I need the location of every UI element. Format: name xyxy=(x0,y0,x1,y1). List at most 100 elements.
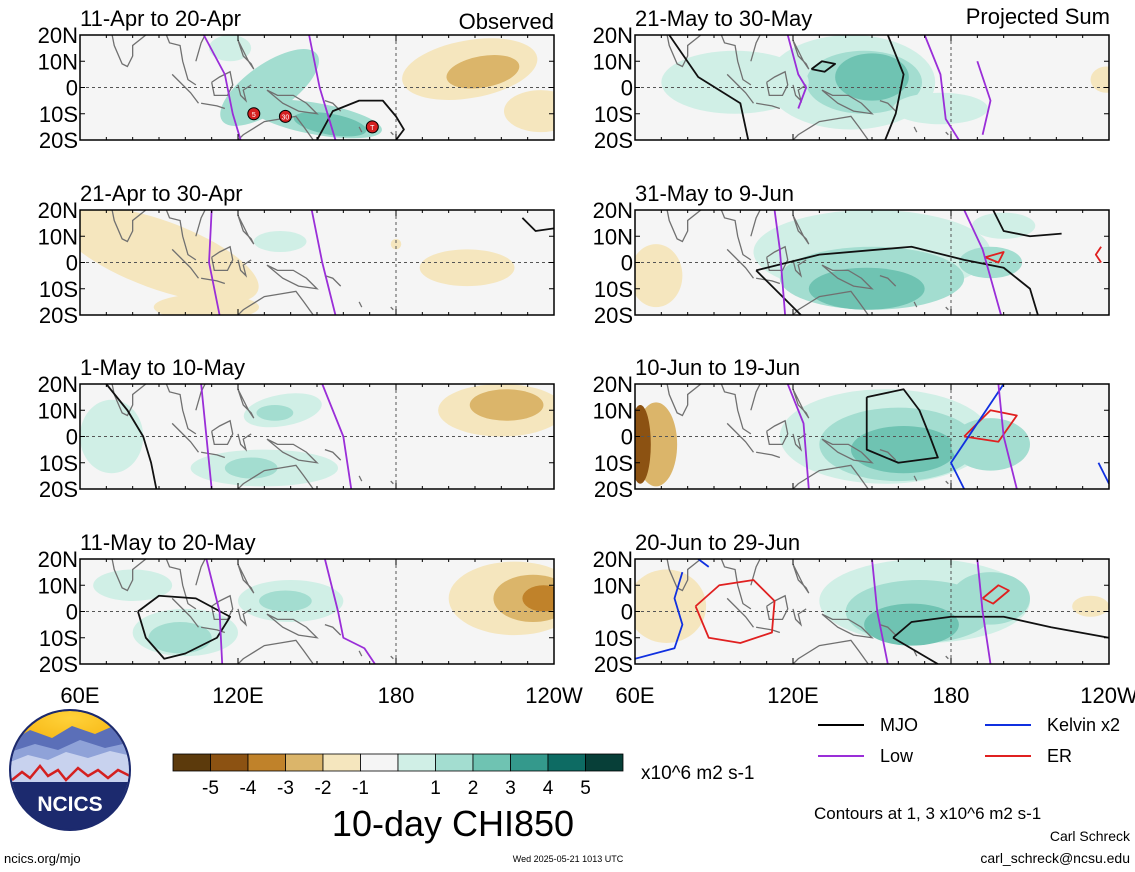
coastline xyxy=(390,655,394,660)
colorbar-label: 1 xyxy=(430,778,441,799)
coastline xyxy=(237,84,252,103)
coastline xyxy=(165,384,197,435)
lon-tick-label: 180 xyxy=(933,683,970,708)
colorbar-label: -1 xyxy=(352,778,369,799)
coastline xyxy=(720,210,752,261)
panel-date-label: 31-May to 9-Jun xyxy=(635,181,794,206)
purple-contour xyxy=(976,60,992,135)
lat-tick-label: 10N xyxy=(38,573,78,598)
anomaly-region xyxy=(419,249,515,287)
lat-tick-label: 10S xyxy=(594,102,633,127)
coastline xyxy=(237,563,255,594)
coastline xyxy=(201,102,226,110)
coastline xyxy=(756,102,781,110)
coastline xyxy=(792,639,870,664)
lat-tick-label: 10S xyxy=(594,451,633,476)
purple-contour xyxy=(208,210,221,315)
anomaly-region xyxy=(503,90,554,133)
legend-label: MJO xyxy=(880,715,918,735)
anomaly-region xyxy=(1072,595,1109,617)
colorbar-label: -5 xyxy=(202,778,219,799)
lat-tick-label: 20S xyxy=(39,303,78,328)
red-contour xyxy=(982,584,1010,605)
coastline xyxy=(165,210,197,261)
colorbar-swatch xyxy=(172,753,211,772)
lat-tick-label: 20S xyxy=(594,477,633,502)
coastline xyxy=(913,475,918,482)
lat-tick-label: 20S xyxy=(594,652,633,677)
coastline xyxy=(237,115,315,140)
coastline xyxy=(237,259,252,278)
black-contour xyxy=(892,636,939,664)
lat-tick-label: 0 xyxy=(621,76,633,101)
coastline xyxy=(237,290,315,315)
anomaly-region xyxy=(93,569,173,601)
colorbar-swatch xyxy=(247,753,286,772)
coastline xyxy=(879,624,897,636)
lat-tick-label: 10N xyxy=(38,49,78,74)
anomaly-region xyxy=(256,405,294,421)
colorbar-label: 2 xyxy=(468,778,479,799)
lat-tick-label: 20S xyxy=(39,652,78,677)
coastline xyxy=(821,438,874,464)
panel-date-label: 20-Jun to 29-Jun xyxy=(635,530,800,555)
units-label: x10^6 m2 s-1 xyxy=(641,763,754,784)
purple-contour xyxy=(773,210,786,315)
lat-tick-label: 20N xyxy=(38,198,78,223)
site-url: ncics.org/mjo xyxy=(4,851,81,866)
anomaly-region xyxy=(469,389,544,421)
coastline xyxy=(879,275,897,287)
panel-date-label: 1-May to 10-May xyxy=(80,355,245,380)
coastline xyxy=(171,73,200,104)
coastline xyxy=(111,384,148,417)
colorbar-label: 4 xyxy=(543,778,554,799)
legend-item: ER xyxy=(985,746,1072,766)
coastline xyxy=(666,210,703,243)
coastline xyxy=(792,39,810,70)
blue-contour xyxy=(697,559,710,568)
coastline xyxy=(879,449,897,461)
black-contour xyxy=(755,269,802,315)
black-contour xyxy=(137,594,232,660)
svg-text:5: 5 xyxy=(252,112,256,119)
coastline xyxy=(945,655,949,660)
coastline xyxy=(195,35,206,62)
coastline xyxy=(792,259,807,278)
svg-text:30: 30 xyxy=(282,114,290,121)
coastline xyxy=(945,131,949,136)
coastline xyxy=(666,35,703,68)
coastline xyxy=(720,384,752,435)
purple-contour xyxy=(205,559,224,664)
purple-contour xyxy=(786,35,808,109)
coastline xyxy=(766,419,789,446)
lat-tick-label: 0 xyxy=(66,76,78,101)
anomaly-region xyxy=(522,585,554,612)
colorbar-swatch xyxy=(510,753,549,772)
lat-tick-label: 10N xyxy=(38,224,78,249)
anomaly-region xyxy=(864,603,959,646)
anomaly-region xyxy=(153,294,260,315)
lat-tick-label: 10S xyxy=(39,626,78,651)
coastline xyxy=(358,475,363,482)
lat-tick-label: 10N xyxy=(593,49,633,74)
legend-item: Low xyxy=(818,746,914,766)
colorbar-swatch xyxy=(397,753,436,772)
lat-tick-label: 20N xyxy=(593,372,633,397)
lat-tick-label: 10S xyxy=(39,102,78,127)
coastline xyxy=(945,306,949,311)
coastline xyxy=(766,70,789,97)
credit-email: carl_schreck@ncsu.edu xyxy=(980,850,1130,866)
coastline xyxy=(666,384,703,417)
storm-marker: T xyxy=(365,120,379,134)
coastline xyxy=(195,210,206,237)
coastline xyxy=(111,559,148,592)
coastline xyxy=(324,449,342,461)
purple-contour xyxy=(976,559,992,664)
coastline xyxy=(358,126,363,133)
coastline xyxy=(201,626,226,634)
lat-tick-label: 10N xyxy=(38,398,78,423)
